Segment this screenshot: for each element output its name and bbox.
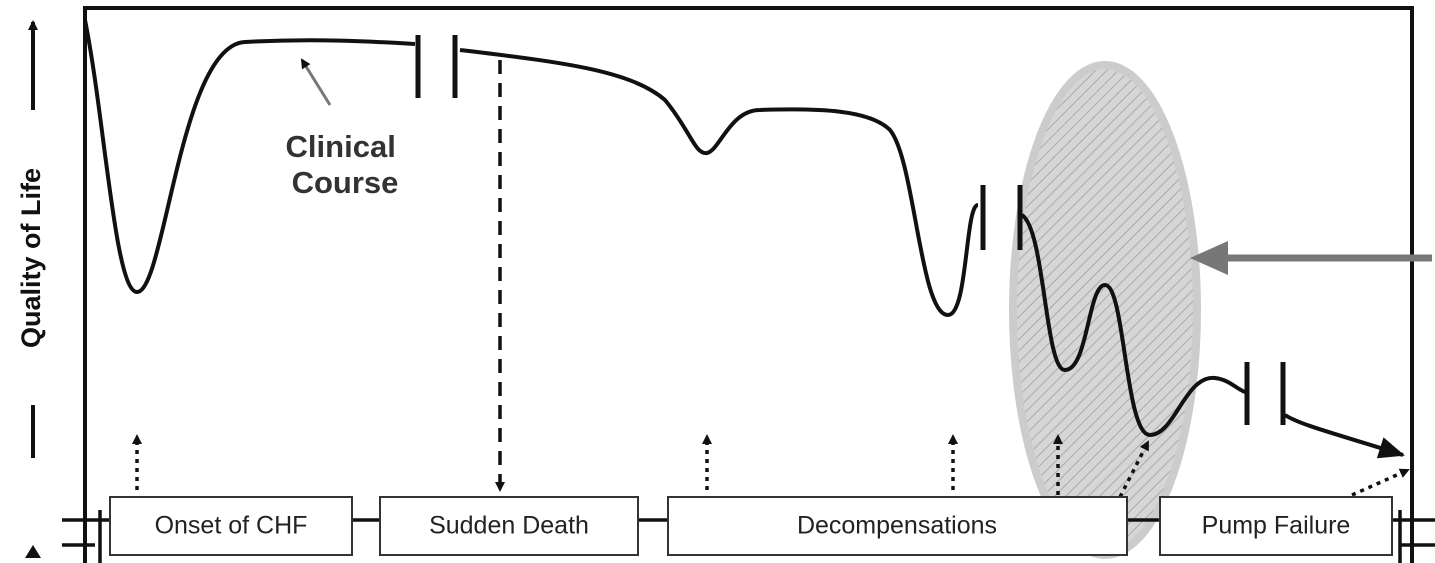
clinical-course-curve [83,19,1405,459]
annotation: Clinical Course [286,129,405,200]
annotation-pointer [300,58,332,106]
annotation-text: Clinical [286,129,396,164]
box-label: Decompensations [797,512,997,540]
box-label: Sudden Death [429,512,589,540]
box [1159,496,1393,556]
box [667,496,1128,556]
annotation-text-line: Course [292,165,399,200]
shaded-region [1009,61,1201,559]
box [379,496,639,556]
box-label: Onset of CHF [155,512,308,540]
box-label: Pump Failure [1202,512,1351,540]
timeline-boxes: Onset of CHF Sudden Death Decompensation… [109,496,1393,556]
break-marks [415,35,1286,425]
axis-arrow-bottom [25,545,41,558]
box [109,496,353,556]
pointer-arrowhead [1190,241,1228,275]
frame [83,6,1414,563]
event-arrows [132,434,1410,498]
axis-label: Quality of Life [16,168,46,348]
